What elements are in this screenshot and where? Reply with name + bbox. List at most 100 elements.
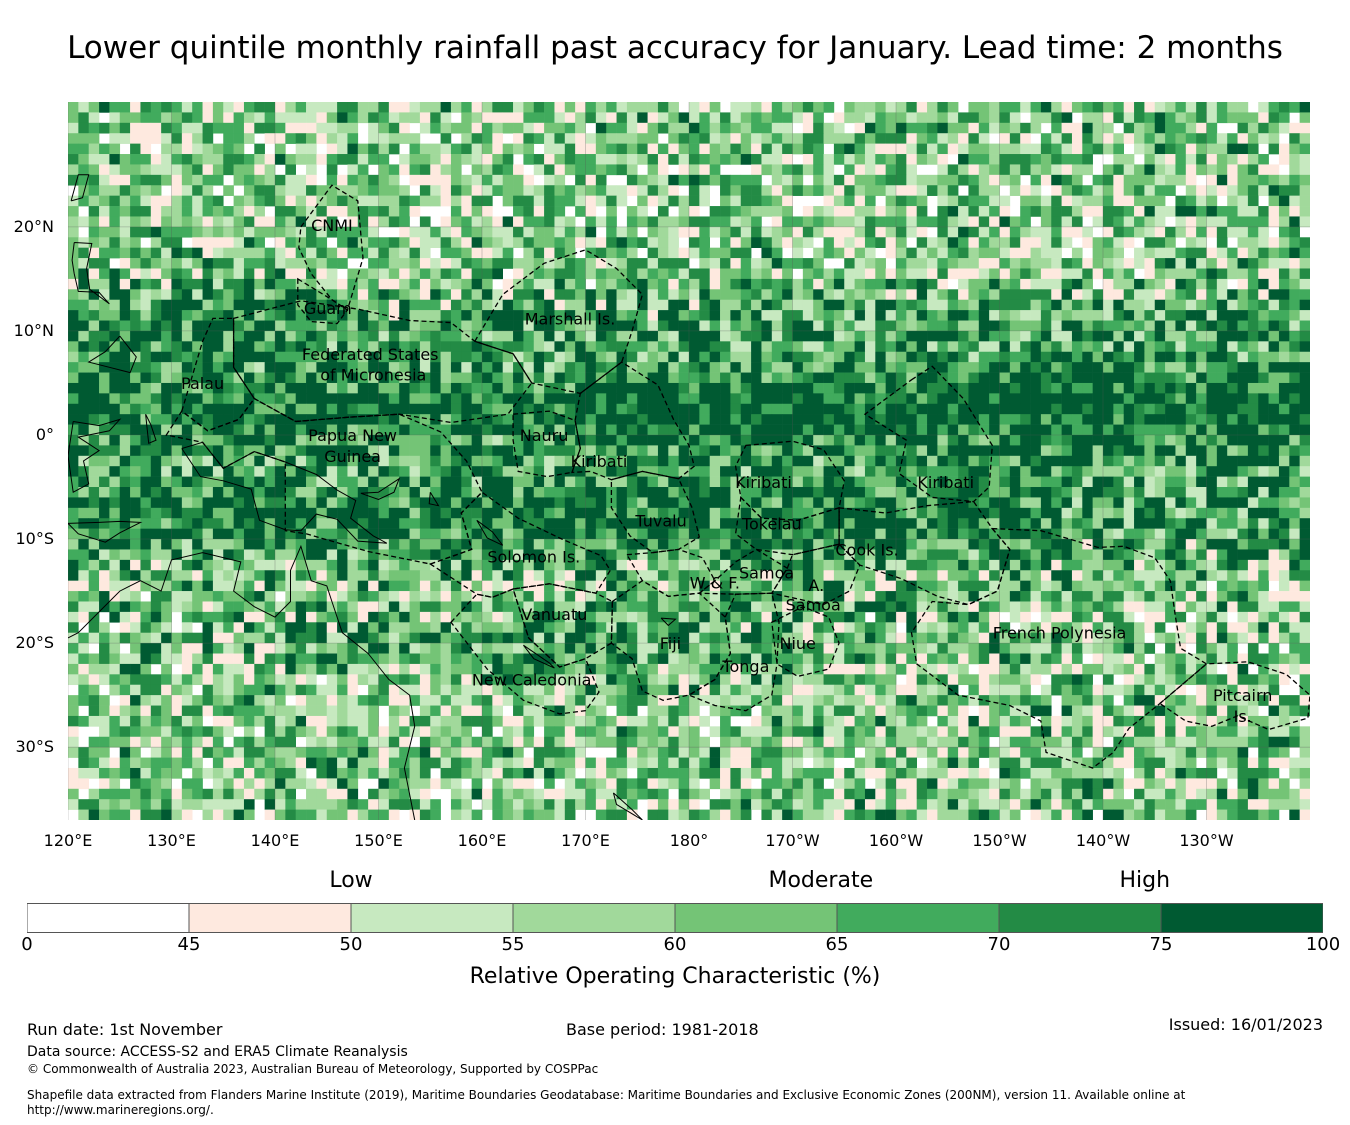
roc-cell	[875, 174, 886, 186]
roc-cell	[1299, 164, 1310, 176]
roc-cell	[440, 507, 452, 519]
roc-cell	[471, 133, 483, 144]
roc-cell	[947, 102, 959, 113]
roc-cell	[564, 382, 576, 394]
roc-cell	[326, 518, 338, 529]
roc-cell	[699, 185, 710, 196]
roc-cell	[523, 122, 535, 134]
roc-cell	[192, 362, 203, 373]
roc-cell	[295, 497, 307, 509]
roc-cell	[657, 289, 669, 301]
roc-cell	[285, 195, 296, 207]
roc-cell	[347, 414, 359, 425]
roc-cell	[78, 539, 89, 550]
roc-cell	[833, 226, 845, 238]
roc-cell	[316, 351, 328, 363]
roc-cell	[68, 414, 79, 425]
roc-cell	[523, 497, 535, 509]
roc-cell	[1299, 518, 1310, 529]
roc-cell	[575, 258, 586, 269]
roc-cell	[709, 320, 721, 332]
roc-cell	[264, 185, 276, 196]
roc-cell	[802, 393, 814, 405]
roc-cell	[99, 216, 110, 228]
roc-cell	[1175, 497, 1187, 509]
roc-cell	[544, 289, 555, 301]
roc-cell	[1247, 330, 1259, 342]
roc-cell	[771, 497, 783, 509]
roc-cell	[1144, 258, 1156, 269]
roc-cell	[916, 403, 928, 415]
roc-cell	[740, 299, 752, 311]
roc-cell	[337, 434, 348, 446]
roc-cell	[709, 382, 721, 394]
roc-cell	[833, 424, 845, 436]
roc-cell	[306, 528, 317, 540]
roc-cell	[864, 122, 876, 134]
roc-cell	[678, 414, 690, 425]
roc-cell	[720, 341, 731, 353]
roc-cell	[782, 445, 793, 457]
roc-cell	[223, 122, 234, 134]
roc-cell	[1040, 133, 1052, 144]
roc-cell	[326, 122, 338, 134]
roc-cell	[730, 351, 742, 363]
roc-cell	[1103, 528, 1114, 540]
roc-cell	[109, 445, 121, 457]
roc-cell	[419, 278, 431, 290]
roc-cell	[119, 226, 131, 238]
roc-cell	[347, 455, 359, 467]
roc-cell	[699, 362, 710, 373]
roc-cell	[720, 455, 731, 467]
roc-cell	[720, 518, 731, 529]
roc-cell	[130, 476, 141, 488]
roc-cell	[1092, 133, 1104, 144]
roc-cell	[295, 133, 307, 144]
roc-cell	[295, 414, 307, 425]
roc-cell	[720, 310, 731, 321]
roc-cell	[99, 539, 110, 550]
roc-cell	[368, 310, 379, 321]
roc-cell	[575, 164, 586, 176]
roc-cell	[720, 476, 731, 488]
roc-cell	[1185, 424, 1197, 436]
roc-cell	[585, 393, 597, 405]
roc-cell	[1216, 539, 1228, 550]
roc-cell	[306, 164, 317, 176]
roc-cell	[482, 237, 493, 248]
roc-cell	[595, 258, 607, 269]
roc-cell	[678, 507, 690, 519]
roc-cell	[275, 382, 286, 394]
roc-cell	[864, 143, 876, 155]
roc-cell	[1247, 507, 1259, 519]
roc-cell	[275, 487, 286, 498]
roc-cell	[482, 487, 493, 498]
roc-cell	[782, 206, 793, 217]
roc-cell	[1020, 216, 1031, 228]
roc-cell	[844, 372, 855, 384]
roc-cell	[616, 362, 628, 373]
roc-cell	[368, 393, 379, 405]
roc-cell	[657, 466, 669, 477]
roc-cell	[119, 164, 131, 176]
roc-cell	[1103, 497, 1114, 509]
roc-cell	[668, 195, 679, 207]
roc-cell	[254, 164, 265, 176]
roc-cell	[1051, 518, 1062, 529]
roc-cell	[109, 237, 121, 248]
roc-cell	[1299, 466, 1310, 477]
roc-cell	[1134, 424, 1145, 436]
roc-cell	[606, 122, 617, 134]
roc-cell	[1051, 174, 1062, 186]
roc-cell	[150, 237, 162, 248]
roc-cell	[1196, 351, 1207, 363]
roc-cell	[378, 102, 390, 113]
roc-cell	[1196, 372, 1207, 384]
roc-cell	[347, 466, 359, 477]
roc-cell	[99, 289, 110, 301]
roc-cell	[709, 372, 721, 384]
roc-cell	[896, 174, 907, 186]
roc-cell	[1154, 362, 1166, 373]
roc-cell	[492, 445, 503, 457]
roc-cell	[285, 112, 296, 124]
